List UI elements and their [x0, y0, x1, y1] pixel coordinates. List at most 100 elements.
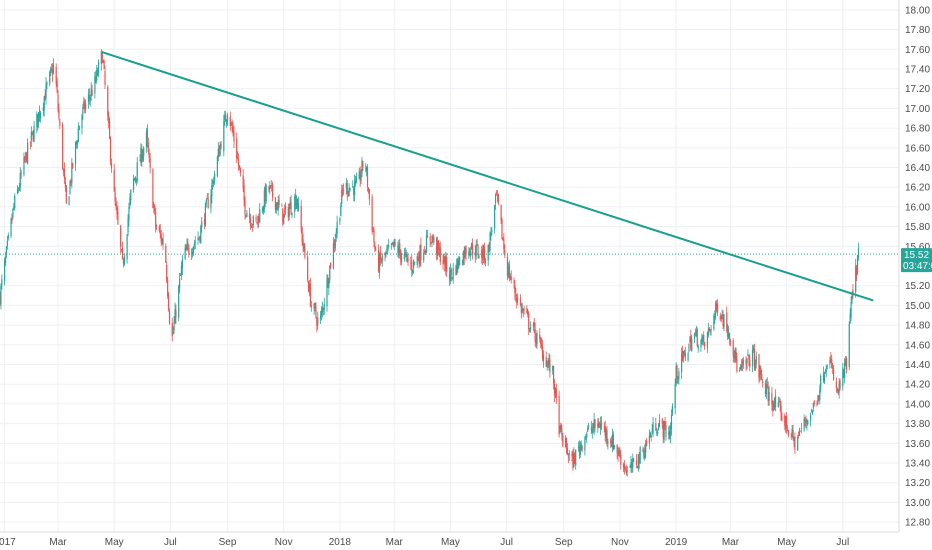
candle-body [0, 285, 2, 305]
candle-body [186, 245, 188, 250]
candle-body [204, 203, 207, 227]
candle-body [444, 256, 446, 272]
price-tick-label: 12.80 [905, 518, 930, 529]
price-tick-label: 17.00 [905, 104, 930, 115]
candle-body [458, 257, 460, 268]
candle-body [296, 198, 299, 208]
candle-body [44, 95, 46, 101]
price-axis-labels: 18.00 17.80 17.60 17.40 17.20 17.00 16.80 16.60… [905, 5, 930, 528]
candle-body [482, 251, 484, 259]
candle-body [532, 324, 534, 327]
candle-body [678, 371, 680, 380]
candle-body [269, 185, 271, 190]
candle-body [545, 357, 547, 367]
candle-body [682, 352, 685, 358]
candle-body [786, 416, 788, 429]
candle-body [231, 123, 233, 130]
candle-body [116, 207, 118, 215]
candle-body [430, 241, 432, 243]
candle-body [651, 430, 653, 435]
candle-body [784, 415, 786, 426]
candle-body [313, 303, 315, 310]
candle-body [523, 308, 525, 311]
candle-body [600, 421, 603, 427]
candle-body [133, 178, 136, 181]
candle-body [26, 152, 28, 163]
candle-body [65, 185, 67, 203]
trendline[interactable] [101, 51, 874, 302]
candle-body [59, 120, 61, 126]
candle-body [18, 187, 20, 190]
candle-body [635, 460, 638, 465]
time-tick-label: Mar [722, 537, 740, 548]
candle-body [237, 158, 240, 166]
candle-body [390, 243, 393, 245]
candle-body [43, 96, 45, 111]
candle-body [301, 228, 303, 243]
candle-body [129, 198, 131, 205]
candle-body [761, 374, 763, 380]
candle-body [534, 329, 536, 342]
candle-body [449, 270, 452, 282]
candle-body [82, 106, 84, 114]
candle-body [206, 198, 208, 200]
candle-body [436, 238, 438, 254]
candle-body [120, 249, 123, 251]
candle-body [734, 349, 736, 360]
candle-body [706, 332, 709, 348]
candle-body [39, 109, 41, 117]
time-axis[interactable] [0, 532, 932, 550]
candle-body [619, 451, 621, 458]
candle-body [242, 175, 244, 188]
candle-body [354, 180, 357, 183]
candle-body [694, 332, 697, 334]
candle-body [103, 60, 105, 69]
candle-body [361, 160, 363, 174]
candle-body [719, 315, 721, 320]
candle-body [642, 449, 644, 452]
candle-body [579, 445, 581, 456]
candle-body [450, 269, 452, 275]
candle-body [857, 248, 860, 258]
candle-body [381, 255, 383, 262]
price-tick-label: 14.20 [905, 380, 930, 391]
candle-body [504, 249, 506, 256]
time-tick-label: 2019 [665, 537, 688, 548]
candle-body [465, 248, 467, 255]
candle-body [521, 308, 523, 312]
candle-body [348, 187, 350, 197]
candle-body [529, 327, 532, 330]
candle-body [567, 456, 569, 458]
price-axis[interactable] [899, 0, 932, 550]
candle-body [154, 205, 156, 212]
candle-body [352, 186, 354, 187]
candle-body [399, 243, 401, 253]
candle-body [514, 284, 516, 294]
candle-body [696, 329, 698, 347]
candle-body [320, 310, 323, 316]
candle-body [463, 250, 465, 259]
candle-body [107, 87, 109, 116]
candle-body [24, 158, 26, 160]
candle-body [452, 267, 454, 279]
candle-body [702, 335, 704, 340]
candle-body [213, 181, 215, 184]
candle-body [813, 401, 815, 405]
candle-body [707, 329, 709, 335]
candle-body [76, 141, 78, 145]
candle-body [391, 242, 393, 244]
candle-body [517, 297, 519, 301]
candle-body [690, 336, 692, 350]
candle-body [850, 302, 852, 318]
candle-body [326, 278, 328, 307]
candle-body [825, 369, 827, 373]
candle-body [385, 252, 387, 255]
time-tick-label: May [441, 537, 460, 548]
candle-body [328, 281, 330, 289]
candle-body [84, 101, 86, 111]
price-tick-label: 13.60 [905, 439, 930, 450]
candle-body [539, 334, 541, 339]
candle-body [295, 199, 298, 209]
candle-body [587, 428, 589, 432]
